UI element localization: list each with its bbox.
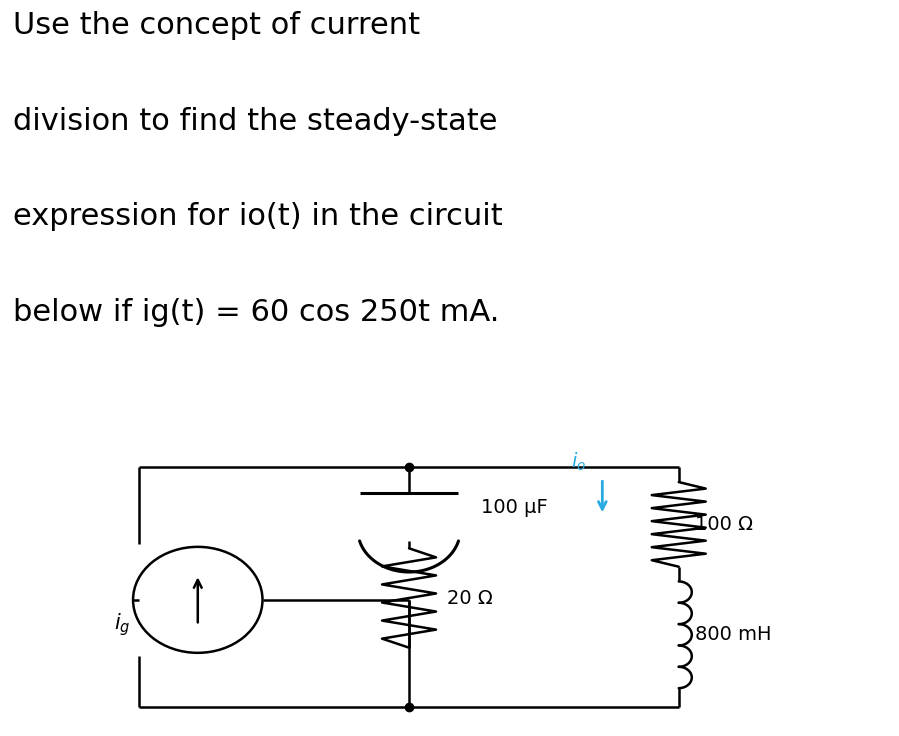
- Text: 100 Ω: 100 Ω: [695, 515, 753, 534]
- Text: 100 μF: 100 μF: [481, 498, 547, 517]
- Text: below if ig(t) = 60 cos 250t mA.: below if ig(t) = 60 cos 250t mA.: [13, 298, 500, 327]
- Text: $i_g$: $i_g$: [114, 611, 130, 637]
- Text: 800 mH: 800 mH: [695, 626, 771, 644]
- Text: 20 Ω: 20 Ω: [447, 589, 493, 607]
- Text: $i_o$: $i_o$: [571, 450, 586, 473]
- Text: expression for io(t) in the circuit: expression for io(t) in the circuit: [13, 202, 503, 231]
- Text: division to find the steady-state: division to find the steady-state: [13, 107, 498, 135]
- Text: Use the concept of current: Use the concept of current: [13, 11, 421, 40]
